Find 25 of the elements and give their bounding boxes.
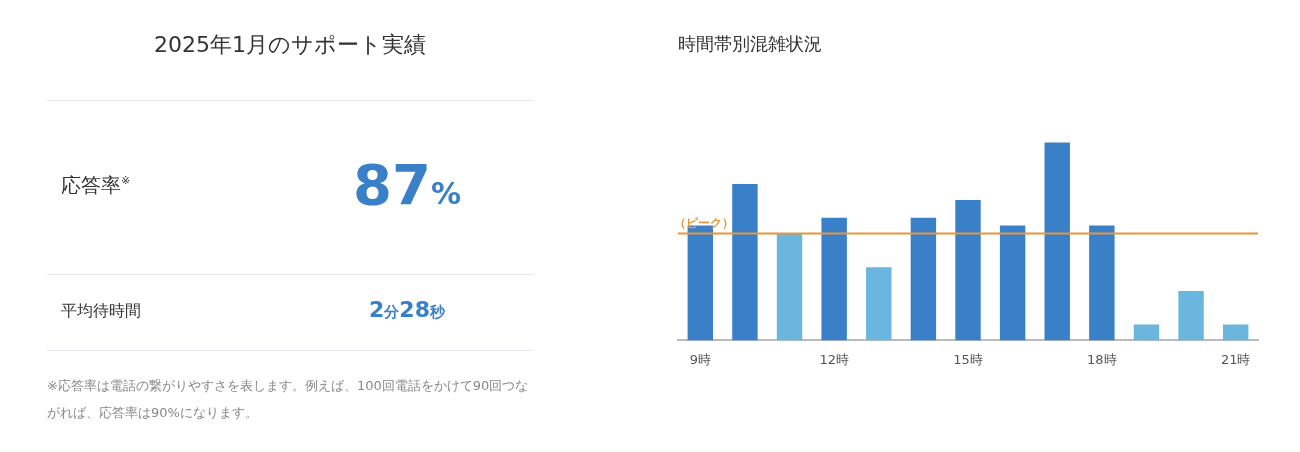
text: 応答率$^{※}$: [61, 172, 131, 199]
bar: [1133, 324, 1160, 341]
x-tick-label: 9時: [689, 351, 711, 367]
text: ※応答率は電話の繋がりやすさを表します。例えば、100回電話をかけて90回つながれば、応答率は90%になります。: [47, 377, 530, 422]
bar: [821, 217, 847, 341]
text: 2025年1月のサポート実績: [153, 31, 427, 59]
ref-line-label: （ピーク）: [674, 215, 734, 230]
bar: [732, 184, 758, 341]
bar: [1044, 142, 1070, 341]
bar: [866, 267, 892, 341]
bar: [1089, 225, 1115, 341]
x-tick-label: 12時: [819, 351, 849, 367]
x-tick-label: 21時: [1220, 351, 1251, 367]
text: 平均待時間: [61, 301, 141, 322]
bar: [776, 233, 803, 341]
text: 87%: [353, 152, 461, 217]
text: 2分28秒: [369, 297, 445, 322]
bar: [1222, 324, 1249, 341]
x-tick-label: 18時: [1087, 351, 1117, 367]
bar: [910, 217, 937, 341]
x-tick-label: 15時: [953, 351, 983, 367]
bar: [1178, 290, 1204, 341]
chart-title: 時間帯別混雑状況: [678, 32, 822, 56]
bar: [955, 199, 981, 341]
bar: [999, 225, 1026, 341]
